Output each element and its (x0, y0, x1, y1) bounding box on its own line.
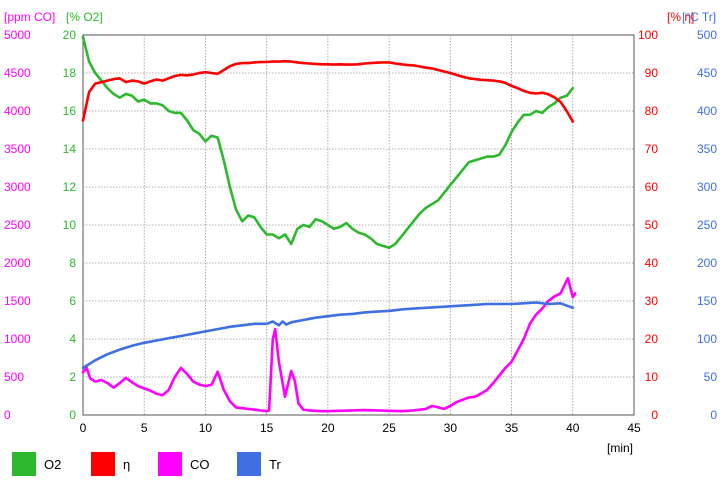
tr-tick-label: 450 (697, 66, 717, 80)
eta-tick-label: 100 (638, 28, 658, 42)
tr-tick-label: 500 (697, 28, 717, 42)
eta-tick-label: 50 (645, 218, 659, 232)
tr-tick-label: 0 (710, 408, 717, 422)
x-tick-label: 5 (141, 421, 148, 435)
o2-tick-label: 6 (69, 294, 76, 308)
tr-tick-label: 150 (697, 294, 717, 308)
tr-tick-label: 400 (697, 104, 717, 118)
x-axis-unit: [min] (607, 441, 633, 455)
o2-tick-label: 16 (63, 104, 77, 118)
legend-label: η (123, 457, 130, 472)
co-tick-label: 3500 (4, 142, 31, 156)
legend-label: O2 (44, 457, 61, 472)
eta-tick-label: 60 (645, 180, 659, 194)
o2-tick-label: 20 (63, 28, 77, 42)
o2-tick-label: 8 (69, 256, 76, 270)
co-tick-label: 4500 (4, 66, 31, 80)
x-tick-label: 20 (321, 421, 335, 435)
tr-tick-label: 50 (704, 370, 718, 384)
o2-tick-label: 14 (63, 142, 77, 156)
o2-tick-label: 12 (63, 180, 77, 194)
o2-tick-label: 2 (69, 370, 76, 384)
series-o2-line (81, 35, 575, 250)
chart-axes: 0 5 10 15 20 25 30 35 40 45[min]05001000150020002… (4, 10, 717, 455)
tr-tick-label: 300 (697, 180, 717, 194)
tr-tick-label: 200 (697, 256, 717, 270)
co-tick-label: 500 (4, 370, 24, 384)
eta-tick-label: 70 (645, 142, 659, 156)
eta-tick-label: 40 (645, 256, 659, 270)
eta-tick-label: 30 (645, 294, 659, 308)
co-tick-label: 5000 (4, 28, 31, 42)
series-co-line (81, 276, 577, 413)
o2-tick-label: 18 (63, 66, 77, 80)
tr-tick-label: 100 (697, 332, 717, 346)
o2-tick-label: 4 (69, 332, 76, 346)
co-axis-unit: [ppm CO] (4, 10, 55, 24)
eta-tick-label: 80 (645, 104, 659, 118)
chart-legend: O2 η CO Tr (12, 452, 281, 476)
x-tick-label: 0 (80, 421, 87, 435)
x-tick-label: 10 (199, 421, 213, 435)
chart-grid (82, 34, 635, 416)
legend-swatch (91, 452, 115, 476)
x-tick-label: 30 (444, 421, 458, 435)
tr-tick-label: 250 (697, 218, 717, 232)
chart-series (81, 35, 577, 413)
co-tick-label: 4000 (4, 104, 31, 118)
legend-label: Tr (269, 457, 281, 472)
tr-axis-unit: [°C Tr] (682, 10, 716, 24)
co-tick-label: 2500 (4, 218, 31, 232)
co-tick-label: 0 (4, 408, 11, 422)
x-tick-label: 40 (566, 421, 580, 435)
eta-tick-label: 10 (645, 370, 659, 384)
series-tr-line (81, 301, 575, 370)
x-tick-label: 25 (382, 421, 396, 435)
o2-tick-label: 0 (69, 408, 76, 422)
legend-swatch (12, 452, 36, 476)
o2-axis-unit: [% O2] (66, 10, 103, 24)
legend-label: CO (190, 457, 210, 472)
o2-tick-label: 10 (63, 218, 77, 232)
legend-swatch (237, 452, 261, 476)
co-tick-label: 1500 (4, 294, 31, 308)
eta-tick-label: 20 (645, 332, 659, 346)
legend-swatch (158, 452, 182, 476)
co-tick-label: 3000 (4, 180, 31, 194)
eta-tick-label: 0 (651, 408, 658, 422)
co-tick-label: 2000 (4, 256, 31, 270)
x-tick-label: 35 (505, 421, 519, 435)
co-tick-label: 1000 (4, 332, 31, 346)
series--line (81, 59, 575, 123)
eta-axis-unit: [% η] (667, 10, 694, 24)
tr-tick-label: 350 (697, 142, 717, 156)
eta-tick-label: 90 (645, 66, 659, 80)
x-tick-label: 45 (627, 421, 641, 435)
x-tick-label: 15 (260, 421, 274, 435)
